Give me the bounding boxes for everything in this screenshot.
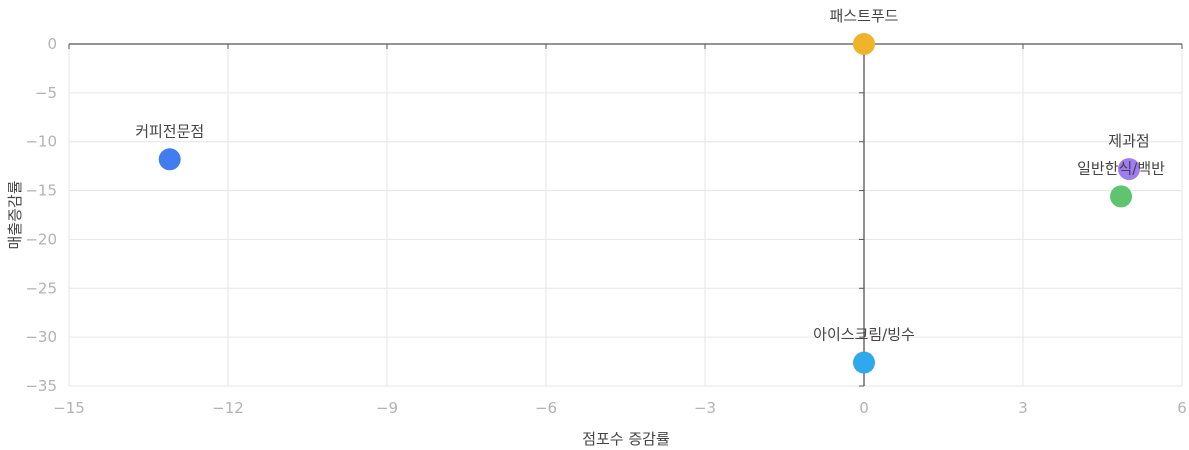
y-tick-label: −5 <box>35 84 57 102</box>
x-axis-title: 점포수 증감률 <box>582 430 670 448</box>
y-tick-label: −35 <box>25 377 57 395</box>
data-point[interactable] <box>1110 185 1133 208</box>
data-point-label: 커피전문점 <box>135 122 204 140</box>
tick-labels: −15 −12 −9 −6 −3 0 3 60−5−10−15−20−25−30−35 <box>25 35 1186 417</box>
y-tick-label: −20 <box>25 230 57 248</box>
data-points <box>158 33 1140 374</box>
x-tick-label: 6 <box>1177 399 1187 417</box>
x-tick-label: −6 <box>535 399 557 417</box>
y-tick-label: −10 <box>25 133 57 151</box>
y-tick-label: −30 <box>25 328 57 346</box>
x-tick-label: 3 <box>1018 399 1028 417</box>
data-point-label: 제과점 <box>1108 132 1149 150</box>
axes <box>68 43 1183 387</box>
data-point[interactable] <box>853 33 875 55</box>
y-axis-title: 매출증감률 <box>6 180 24 249</box>
data-point[interactable] <box>1118 158 1140 181</box>
x-tick-label: −12 <box>212 399 244 417</box>
data-point[interactable] <box>158 148 181 171</box>
x-tick-label: −3 <box>694 399 716 417</box>
data-point-label: 패스트푸드 <box>829 7 898 25</box>
x-tick-label: −9 <box>376 399 398 417</box>
y-tick-label: −15 <box>25 182 57 200</box>
data-point-label: 아이스크림/빙수 <box>813 326 915 344</box>
y-tick-label: −25 <box>25 279 57 297</box>
data-point-label: 일반한식/백반 <box>1077 159 1165 177</box>
x-tick-label: 0 <box>859 399 869 417</box>
x-tick-label: −15 <box>53 399 85 417</box>
data-point[interactable] <box>853 351 875 374</box>
grid <box>68 44 1183 387</box>
y-tick-label: 0 <box>47 35 57 53</box>
